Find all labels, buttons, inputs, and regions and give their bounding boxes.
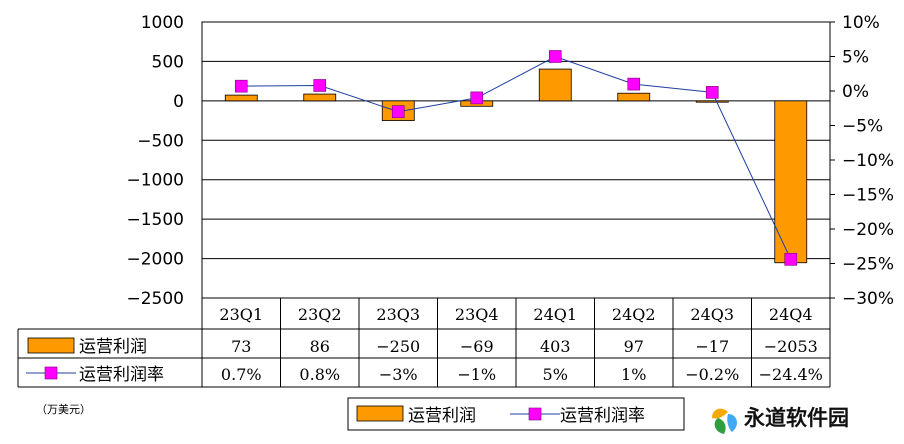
right-tick-label: 5%: [842, 48, 869, 68]
marker-23Q4: [470, 91, 484, 105]
bar-24Q2: [617, 92, 651, 102]
margin-value-label: −0.2%: [685, 365, 739, 384]
marker-24Q3: [705, 86, 719, 99]
category-label: 24Q3: [690, 305, 734, 324]
marker-23Q1: [234, 79, 248, 93]
bar-value-label: 86: [310, 337, 330, 356]
margin-value-label: 5%: [543, 365, 568, 384]
watermark-text: 永道软件园: [743, 406, 849, 430]
table-line-series-name: 运营利润率: [79, 365, 164, 385]
bar-23Q1: [224, 94, 258, 102]
category-label: 24Q2: [612, 305, 656, 324]
marker-23Q2: [313, 79, 327, 92]
margin-value-label: −3%: [379, 365, 418, 384]
table-bar-swatch: [27, 337, 75, 354]
marker-24Q1: [548, 50, 562, 63]
legend-bar-label: 运营利润: [408, 406, 476, 426]
legend-bar-swatch: [356, 405, 404, 422]
plot-area: [201, 21, 831, 299]
category-label: 23Q2: [298, 305, 342, 324]
unit-note: （万美元）: [36, 403, 91, 416]
bar-value-label: 73: [231, 337, 251, 356]
right-tick-label: −15%: [842, 186, 894, 206]
marker-24Q2: [627, 77, 641, 91]
bar-24Q4: [774, 100, 808, 264]
table-marker-icon: [44, 366, 58, 380]
marker-24Q4: [784, 253, 798, 266]
margin-value-label: −24.4%: [759, 365, 823, 384]
bar-24Q3: [695, 100, 729, 103]
right-tick-label: −30%: [842, 289, 894, 309]
margin-value-label: −1%: [457, 365, 496, 384]
right-tick-label: −25%: [842, 255, 894, 275]
line-series: [234, 50, 798, 266]
left-tick-label: −1500: [126, 210, 184, 230]
marker-23Q3: [391, 105, 405, 118]
right-tick-label: −5%: [842, 117, 883, 137]
legend-marker-icon: [528, 407, 542, 421]
data-table: 23Q1 23Q2 23Q3 23Q4 24Q1 24Q2 24Q3 24Q4 运营利润 73 86…: [17, 297, 831, 388]
logo-leaf-yellow: [712, 408, 728, 419]
left-tick-label: −500: [137, 131, 184, 151]
left-axis: 1000 500 0 −500 −1000 −1500 −2000 −2500: [126, 13, 184, 309]
right-tick-label: −10%: [842, 151, 894, 171]
left-tick-label: −2000: [126, 250, 184, 270]
bar-value-label: −17: [695, 337, 729, 356]
right-tick-label: 0%: [842, 82, 869, 102]
margin-line: [241, 55, 792, 260]
margin-value-label: 0.8%: [299, 365, 340, 384]
bar-value-label: −69: [460, 337, 494, 356]
legend-line-label: 运营利润率: [560, 406, 645, 426]
category-label: 24Q4: [769, 305, 813, 324]
bar-23Q2: [303, 93, 337, 102]
table-bar-series-name: 运营利润: [79, 337, 147, 357]
left-tick-label: 0: [173, 92, 184, 112]
bar-value-label: −250: [376, 337, 420, 356]
category-label: 23Q4: [455, 305, 499, 324]
logo-leaf-green: [714, 418, 726, 434]
bar-value-label: 97: [624, 337, 644, 356]
bar-value-label: 403: [540, 337, 571, 356]
left-tick-label: −1000: [126, 171, 184, 191]
left-tick-label: 1000: [141, 13, 184, 33]
left-tick-label: −2500: [126, 289, 184, 309]
bar-value-label: −2053: [764, 337, 818, 356]
legend: 运营利润 运营利润率: [347, 397, 685, 431]
right-axis: 10% 5% 0% −5% −10% −15% −20% −25% −30%: [829, 13, 894, 309]
right-tick-label: −20%: [842, 220, 894, 240]
margin-value-label: 0.7%: [221, 365, 262, 384]
category-label: 23Q3: [376, 305, 420, 324]
watermark-logo: [712, 408, 737, 434]
bar-24Q1: [538, 68, 572, 102]
left-tick-label: 500: [152, 52, 184, 72]
margin-value-label: 1%: [621, 365, 646, 384]
right-tick-label: 10%: [842, 13, 880, 33]
category-label: 23Q1: [219, 305, 263, 324]
logo-leaf-blue: [727, 414, 737, 432]
category-label: 24Q1: [533, 305, 577, 324]
